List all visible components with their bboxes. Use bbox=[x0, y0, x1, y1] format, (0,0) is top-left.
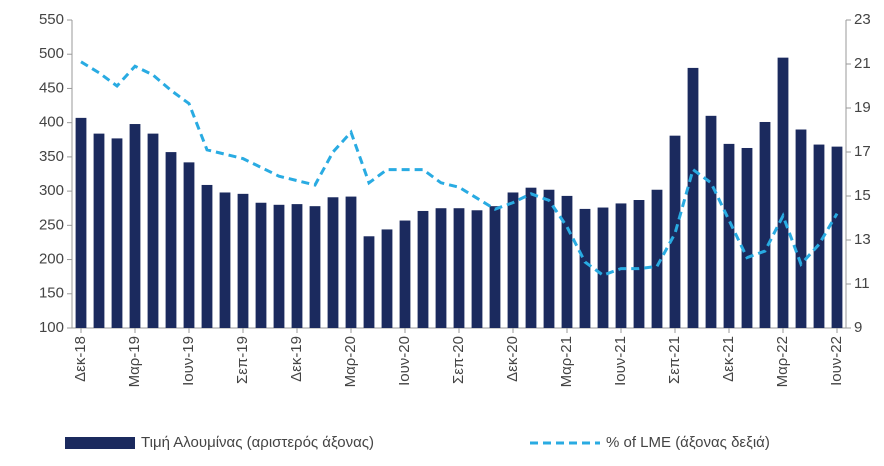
y-tick-label: 150 bbox=[39, 285, 64, 302]
x-tick-label: Δεκ-19 bbox=[288, 336, 305, 382]
bar bbox=[273, 204, 285, 328]
bar bbox=[507, 192, 519, 328]
x-tick-label: Μαρ-19 bbox=[126, 336, 143, 387]
x-tick-label: Μαρ-21 bbox=[558, 336, 575, 387]
bar bbox=[363, 236, 375, 328]
bar bbox=[327, 197, 339, 328]
bar bbox=[183, 162, 195, 328]
bar bbox=[525, 187, 537, 328]
x-tick-label: Ιουν-22 bbox=[828, 336, 845, 386]
y2-tick-label: 23 bbox=[854, 11, 871, 28]
bar bbox=[291, 204, 303, 328]
bar bbox=[147, 133, 159, 328]
y-tick-label: 350 bbox=[39, 148, 64, 165]
bar bbox=[543, 189, 555, 328]
x-tick-label: Ιουν-21 bbox=[612, 336, 629, 386]
bar bbox=[417, 210, 429, 328]
y-tick-label: 400 bbox=[39, 114, 64, 131]
x-tick-label: Μαρ-20 bbox=[342, 336, 359, 387]
bar bbox=[399, 220, 411, 328]
y2-tick-label: 11 bbox=[854, 275, 870, 292]
y-tick-label: 550 bbox=[39, 11, 64, 28]
y2-tick-label: 21 bbox=[854, 55, 871, 72]
y2-tick-label: 15 bbox=[854, 187, 871, 204]
bar bbox=[615, 203, 627, 328]
bar bbox=[759, 121, 771, 328]
x-tick-label: Σεπ-20 bbox=[450, 336, 467, 384]
bar bbox=[561, 195, 573, 328]
x-tick-label: Σεπ-19 bbox=[234, 336, 251, 384]
bar bbox=[435, 208, 447, 328]
bar bbox=[237, 193, 249, 328]
bar bbox=[471, 210, 483, 328]
bar bbox=[579, 208, 591, 328]
bar bbox=[255, 202, 267, 328]
bar bbox=[813, 144, 825, 328]
bar bbox=[75, 117, 87, 329]
line bbox=[80, 60, 839, 277]
bar bbox=[777, 57, 789, 329]
y2-tick-label: 19 bbox=[854, 99, 871, 116]
y-tick-label: 200 bbox=[39, 251, 64, 268]
bar bbox=[687, 67, 699, 329]
bar bbox=[741, 147, 753, 328]
bar bbox=[597, 207, 609, 328]
bar bbox=[633, 200, 645, 328]
x-tick-label: Δεκ-20 bbox=[504, 336, 521, 382]
bar bbox=[651, 189, 663, 328]
y-tick-label: 450 bbox=[39, 79, 64, 96]
bar bbox=[795, 129, 807, 328]
bar bbox=[111, 138, 123, 328]
y2-tick-label: 13 bbox=[854, 231, 871, 248]
legend-label: Τιμή Αλουμίνας (αριστερός άξονας) bbox=[141, 434, 374, 451]
bar bbox=[309, 206, 321, 328]
y-tick-label: 500 bbox=[39, 45, 64, 62]
bar bbox=[93, 133, 105, 328]
bar bbox=[129, 124, 141, 328]
bar bbox=[381, 229, 393, 328]
x-tick-label: Ιουν-19 bbox=[180, 336, 197, 386]
x-tick-label: Δεκ-18 bbox=[72, 336, 89, 382]
bar bbox=[345, 196, 357, 328]
x-tick-label: Δεκ-21 bbox=[720, 336, 737, 382]
y-tick-label: 300 bbox=[39, 182, 64, 199]
bar bbox=[489, 206, 501, 328]
x-tick-label: Σεπ-21 bbox=[666, 336, 683, 384]
bar bbox=[705, 115, 717, 328]
x-tick-label: Ιουν-20 bbox=[396, 336, 413, 386]
bar bbox=[201, 184, 213, 328]
x-tick-label: Μαρ-22 bbox=[774, 336, 791, 387]
bar bbox=[165, 152, 177, 328]
y2-tick-label: 17 bbox=[854, 143, 871, 160]
y2-tick-label: 9 bbox=[854, 319, 862, 336]
bar bbox=[723, 143, 735, 328]
y-tick-label: 100 bbox=[39, 319, 64, 336]
y-tick-label: 250 bbox=[39, 216, 64, 233]
bar bbox=[831, 146, 843, 328]
bar bbox=[453, 208, 465, 328]
bar bbox=[219, 192, 231, 328]
legend-label: % of LME (άξονας δεξιά) bbox=[606, 434, 770, 451]
legend-swatch bbox=[65, 437, 135, 449]
